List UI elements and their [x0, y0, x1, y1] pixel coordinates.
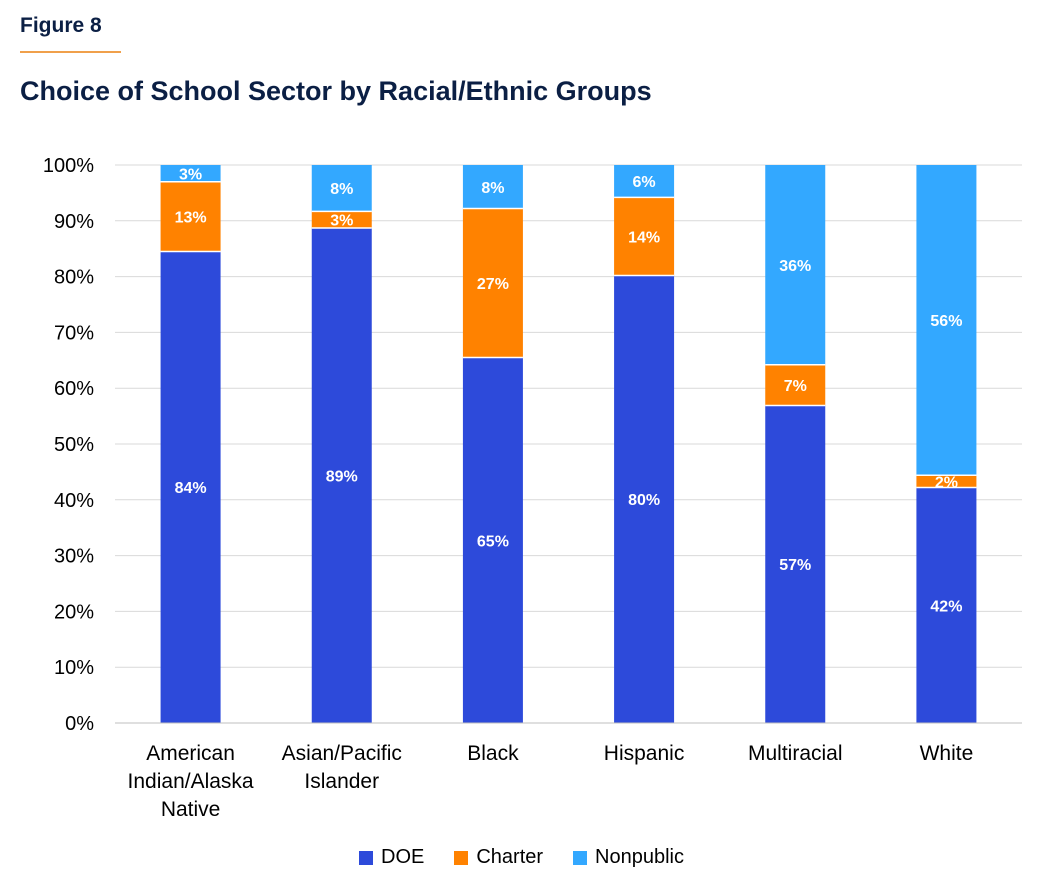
bar-doe-asian-pacific-islander	[311, 228, 372, 723]
data-label-nonpublic-asian-pacific-islander: 8%	[330, 181, 353, 198]
legend-label-charter: Charter	[476, 846, 544, 868]
data-label-doe-hispanic: 80%	[628, 492, 660, 509]
data-label-nonpublic-hispanic: 6%	[633, 174, 656, 191]
y-tick-label: 40%	[54, 490, 94, 512]
data-label-charter-asian-pacific-islander: 3%	[330, 213, 353, 230]
bar-doe-american-indian-alaska-native	[160, 251, 221, 723]
bar-nonpublic-hispanic	[614, 165, 675, 198]
bar-charter-hispanic	[614, 197, 675, 276]
data-label-doe-american-indian-alaska-native: 84%	[175, 480, 207, 497]
x-tick-label-line: Hispanic	[604, 742, 685, 765]
data-label-charter-white: 2%	[935, 474, 958, 491]
x-tick-label-line: Asian/Pacific	[282, 742, 402, 765]
x-tick-label-line: American	[146, 742, 235, 765]
x-tick-label-asian-pacific-islander: Asian/Pacific Islander	[282, 742, 402, 793]
data-label-charter-multiracial: 7%	[784, 378, 807, 395]
chart-title: Choice of School Sector by Racial/Ethnic…	[20, 76, 652, 106]
y-tick-label: 50%	[54, 434, 94, 456]
legend-swatch-charter	[454, 850, 469, 865]
y-tick-label: 0%	[65, 713, 94, 735]
x-tick-label-white: White	[920, 742, 974, 765]
y-tick-label: 70%	[54, 322, 94, 344]
bar-nonpublic-black	[462, 165, 523, 209]
bar-nonpublic-american-indian-alaska-native	[160, 165, 221, 182]
legend-swatch-nonpublic	[573, 850, 588, 865]
bar-doe-multiracial	[765, 405, 826, 723]
x-tick-label-multiracial: Multiracial	[748, 742, 843, 765]
x-tick-label-line: Indian/Alaska	[128, 770, 254, 793]
y-tick-label: 60%	[54, 378, 94, 400]
y-tick-label: 90%	[54, 211, 94, 233]
x-tick-label-black: Black	[467, 742, 519, 765]
data-label-charter-american-indian-alaska-native: 13%	[175, 210, 207, 227]
y-tick-label: 100%	[43, 155, 94, 177]
bar-charter-american-indian-alaska-native	[160, 181, 221, 252]
y-tick-label: 80%	[54, 267, 94, 289]
legend-label-nonpublic: Nonpublic	[595, 846, 684, 868]
data-label-nonpublic-multiracial: 36%	[779, 258, 811, 275]
figure-label-rule	[20, 51, 121, 53]
data-label-charter-black: 27%	[477, 276, 509, 293]
bar-doe-white	[916, 487, 977, 723]
x-tick-label-line: Islander	[304, 770, 379, 793]
data-label-doe-asian-pacific-islander: 89%	[326, 469, 358, 486]
data-label-doe-black: 65%	[477, 533, 509, 550]
figure-label: Figure 8	[20, 14, 102, 37]
y-tick-label: 10%	[54, 657, 94, 679]
x-tick-label-line: Multiracial	[748, 742, 843, 765]
bar-nonpublic-white	[916, 165, 977, 476]
legend-label-doe: DOE	[381, 846, 425, 868]
chart-legend: DOE Charter Nonpublic	[0, 846, 1043, 869]
legend-item-doe: DOE	[359, 846, 424, 869]
legend-swatch-doe	[359, 850, 373, 865]
x-tick-label-american-indian-alaska-native: American Indian/Alaska Native	[128, 742, 254, 821]
data-label-nonpublic-american-indian-alaska-native: 3%	[179, 166, 202, 183]
bar-nonpublic-asian-pacific-islander	[311, 165, 372, 212]
data-label-doe-multiracial: 57%	[779, 557, 811, 574]
legend-item-nonpublic: Nonpublic	[573, 846, 684, 869]
data-label-nonpublic-white: 56%	[930, 313, 962, 330]
bar-doe-hispanic	[614, 275, 675, 723]
bar-charter-white	[916, 475, 977, 488]
data-label-doe-white: 42%	[930, 598, 962, 615]
y-tick-label: 30%	[54, 546, 94, 568]
bar-doe-black	[462, 357, 523, 723]
x-tick-label-line: Black	[467, 742, 519, 765]
stacked-bar-chart: 0% 10% 20% 30% 40% 50% 60% 70% 80% 90% 100% 84% 13% 3…	[43, 155, 1022, 821]
data-label-nonpublic-black: 8%	[481, 180, 504, 197]
bar-charter-multiracial	[765, 364, 826, 406]
x-tick-label-hispanic: Hispanic	[604, 742, 685, 765]
bar-charter-black	[462, 208, 523, 358]
legend-item-charter: Charter	[454, 846, 543, 869]
data-label-charter-hispanic: 14%	[628, 229, 660, 246]
x-tick-label-line: Native	[161, 798, 221, 821]
bar-charter-asian-pacific-islander	[311, 211, 372, 229]
bar-nonpublic-multiracial	[765, 165, 826, 365]
y-tick-label: 20%	[54, 601, 94, 623]
x-tick-label-line: White	[920, 742, 974, 765]
